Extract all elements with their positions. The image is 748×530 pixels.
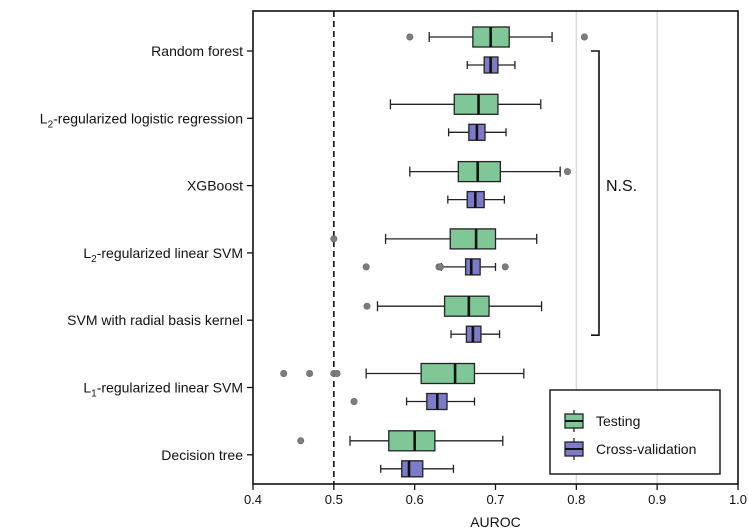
x-tick-label: 0.6 xyxy=(406,492,424,507)
legend-label: Cross-validation xyxy=(596,441,696,457)
box-iqr xyxy=(420,362,476,385)
outlier-point xyxy=(333,369,341,377)
significance-bracket: N.S. xyxy=(591,50,637,336)
box-cv-1 xyxy=(447,123,507,141)
legend-frame xyxy=(549,389,721,475)
x-tick-label: 0.7 xyxy=(486,492,504,507)
x-tick-label: 0.9 xyxy=(648,492,666,507)
outlier-point xyxy=(501,263,509,271)
legend-entry: Testing xyxy=(564,410,640,432)
significance-label: N.S. xyxy=(606,178,637,195)
box-cv-0 xyxy=(466,56,516,74)
box-iqr xyxy=(453,93,499,115)
box-testing-0 xyxy=(406,26,588,48)
x-tick-label: 0.8 xyxy=(567,492,585,507)
legend: Testing Cross-validation xyxy=(549,389,721,475)
box-testing-3 xyxy=(330,228,538,250)
legend-entry: Cross-validation xyxy=(564,438,696,460)
x-tick-label: 1.0 xyxy=(729,492,747,507)
category-label: L2-regularized logistic regression xyxy=(40,110,243,130)
x-tick-label: 0.4 xyxy=(244,492,262,507)
box-cv-2 xyxy=(447,190,506,209)
category-label: XGBoost xyxy=(187,178,243,194)
boxes-layer xyxy=(280,26,588,478)
x-tick-label: 0.5 xyxy=(325,492,343,507)
box-iqr xyxy=(388,430,436,452)
box-iqr xyxy=(401,460,424,478)
category-label: L1-regularized linear SVM xyxy=(83,380,243,400)
box-testing-1 xyxy=(389,93,542,115)
outlier-point xyxy=(363,302,371,310)
outlier-point xyxy=(563,168,571,176)
category-label: SVM with radial basis kernel xyxy=(67,312,243,328)
category-label: Decision tree xyxy=(161,447,243,463)
box-iqr xyxy=(449,228,497,250)
x-axis-title: AUROC xyxy=(470,514,521,530)
outlier-point xyxy=(297,437,305,445)
box-testing-5 xyxy=(280,362,525,385)
box-cv-6 xyxy=(380,460,455,478)
outlier-point xyxy=(580,33,588,41)
box-iqr xyxy=(443,295,490,317)
box-testing-2 xyxy=(409,160,571,183)
x-axis: 0.4 0.5 0.6 0.7 0.8 0.9 1.0 xyxy=(244,484,747,507)
bracket-line xyxy=(591,50,600,336)
box-testing-4 xyxy=(363,295,543,317)
category-axis: Random forest L2-regularized logistic reg… xyxy=(40,43,253,463)
outlier-point xyxy=(406,33,414,41)
box-iqr xyxy=(457,160,502,183)
outlier-point xyxy=(306,369,314,377)
legend-label: Testing xyxy=(596,413,640,429)
outlier-point xyxy=(330,235,338,243)
box-cv-3 xyxy=(362,258,509,276)
outlier-point xyxy=(350,397,358,405)
box-iqr xyxy=(464,258,481,276)
outlier-point xyxy=(362,263,370,271)
category-label: L2-regularized linear SVM xyxy=(83,245,243,265)
box-cv-4 xyxy=(450,325,501,343)
box-cv-5 xyxy=(350,392,476,411)
category-label: Random forest xyxy=(151,43,243,59)
outlier-point xyxy=(437,263,445,271)
box-testing-6 xyxy=(297,430,504,452)
outlier-point xyxy=(280,369,288,377)
